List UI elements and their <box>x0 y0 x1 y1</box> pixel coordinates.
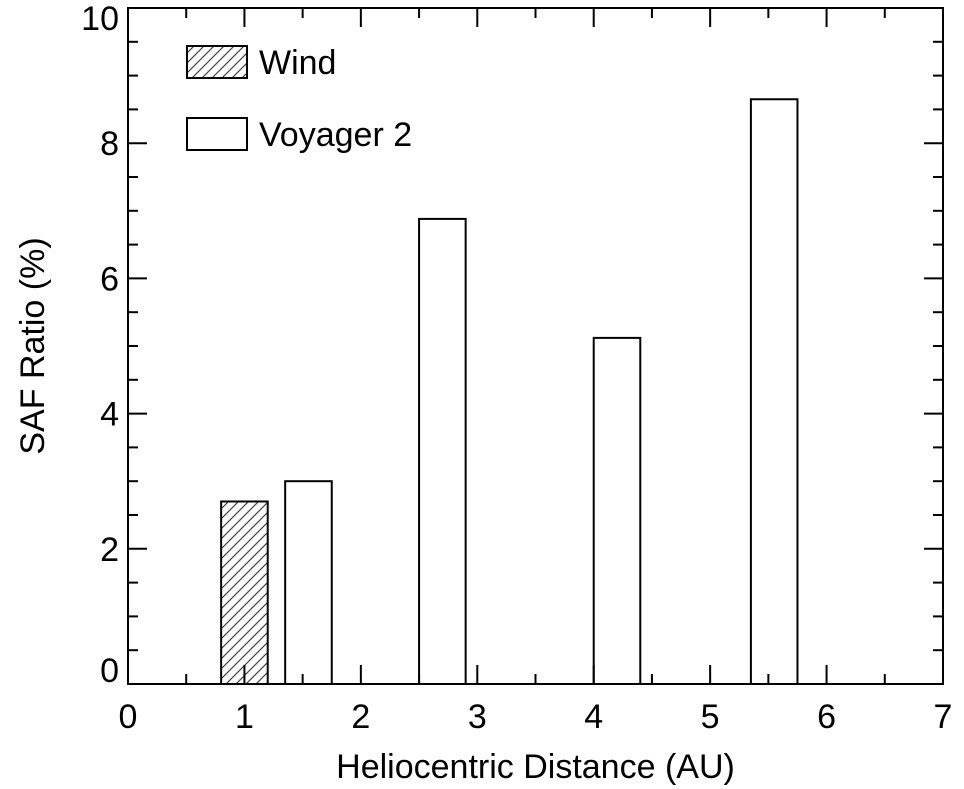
x-tick-label: 2 <box>351 698 370 736</box>
bar-voyager-2-1 <box>284 480 333 686</box>
legend-swatch-wind <box>186 45 248 79</box>
x-tick-label: 6 <box>817 698 836 736</box>
bar-wind-1 <box>220 500 269 686</box>
legend-label-voyager-2: Voyager 2 <box>259 116 412 154</box>
x-tick-label: 7 <box>934 698 953 736</box>
bar-voyager-2-3 <box>592 336 642 685</box>
y-tick-label: 10 <box>81 0 119 38</box>
bars <box>220 98 799 686</box>
x-tick-label: 0 <box>119 698 138 736</box>
y-tick-label: 4 <box>100 396 119 434</box>
legend-swatch-voyager-2 <box>186 117 248 151</box>
y-tick-label: 2 <box>100 531 119 569</box>
bar-voyager-2-2 <box>418 217 467 686</box>
y-tick-label: 0 <box>100 652 119 690</box>
y-tick-label: 6 <box>100 260 119 298</box>
x-tick-label: 5 <box>701 698 720 736</box>
legend-label-wind: Wind <box>259 44 336 82</box>
legend: Wind Voyager 2 <box>186 44 412 154</box>
y-tick-label: 8 <box>100 125 119 163</box>
x-tick-label: 4 <box>584 698 603 736</box>
axes: 0 1 2 3 4 5 6 7 0 2 4 6 8 10 <box>81 0 952 736</box>
bar-voyager-2-4 <box>749 98 799 685</box>
x-tick-label: 1 <box>235 698 254 736</box>
x-tick-label: 3 <box>468 698 487 736</box>
x-axis-label: Heliocentric Distance (AU) <box>336 748 735 786</box>
y-axis-label: SAF Ratio (%) <box>14 237 52 454</box>
